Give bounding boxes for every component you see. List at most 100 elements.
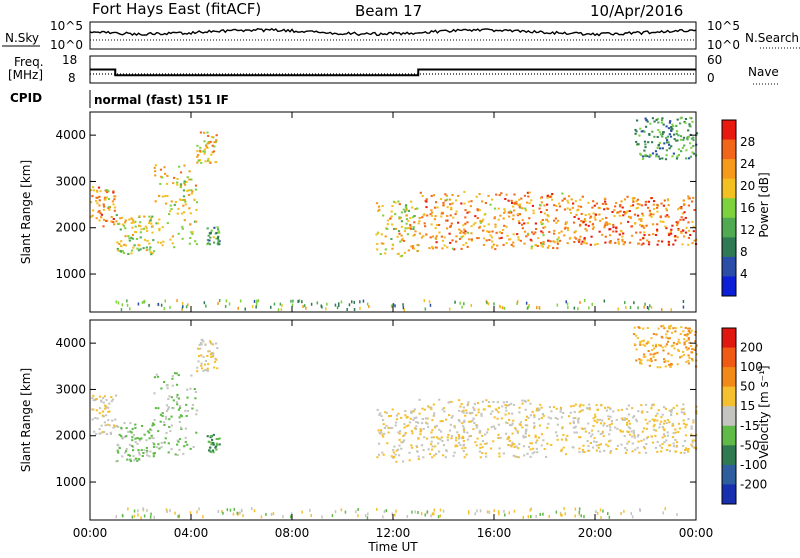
echo-cell: [642, 327, 645, 330]
echo-cell: [510, 199, 513, 202]
echo-cell: [183, 211, 186, 214]
echo-cell: [160, 303, 163, 307]
echo-cell: [579, 198, 582, 201]
echo-cell: [512, 245, 515, 248]
echo-cell: [526, 424, 529, 427]
echo-cell: [670, 232, 673, 235]
echo-cell: [656, 230, 659, 233]
echo-cell: [418, 220, 421, 223]
echo-cell: [506, 234, 509, 237]
echo-cell: [660, 335, 663, 338]
echo-cell: [391, 408, 394, 411]
echo-cell: [431, 448, 434, 451]
echo-cell: [542, 226, 545, 229]
echo-cell: [493, 207, 497, 210]
echo-cell: [517, 203, 520, 206]
echo-cell: [449, 203, 452, 206]
echo-cell: [213, 366, 216, 369]
echo-cell: [555, 510, 558, 514]
echo-cell: [476, 208, 479, 211]
echo-cell: [587, 422, 590, 425]
echo-cell: [552, 406, 556, 409]
echo-cell: [106, 189, 109, 192]
echo-cell: [668, 421, 671, 424]
echo-cell: [164, 437, 167, 440]
echo-cell: [640, 225, 643, 228]
echo-cell: [353, 308, 356, 311]
echo-cell: [422, 449, 425, 452]
echo-cell: [400, 239, 403, 242]
echo-cell: [411, 432, 414, 435]
echo-cell: [581, 195, 584, 198]
echo-cell: [501, 306, 504, 310]
echo-cell: [206, 142, 209, 145]
echo-cell: [178, 165, 181, 168]
echo-cell: [661, 133, 664, 136]
echo-cell: [459, 301, 461, 305]
echo-cell: [215, 438, 218, 440]
echo-cell: [682, 422, 685, 425]
echo-cell: [114, 425, 117, 428]
echo-cell: [397, 200, 400, 203]
echo-cell: [430, 514, 432, 518]
echo-cell: [583, 238, 586, 241]
echo-cell: [433, 508, 435, 512]
echo-cell: [636, 203, 639, 205]
echo-cell: [636, 337, 639, 340]
echo-cell: [280, 308, 283, 312]
echo-cell: [530, 247, 533, 250]
echo-cell: [678, 341, 681, 344]
echo-cell: [431, 211, 434, 214]
echo-cell: [130, 249, 134, 252]
echo-cell: [439, 514, 441, 518]
echo-cell: [669, 325, 672, 328]
echo-cell: [486, 230, 489, 233]
echo-cell: [674, 139, 678, 142]
echo-cell: [624, 451, 627, 454]
echo-cell: [683, 413, 686, 416]
echo-cell: [176, 299, 178, 303]
echo-cell: [325, 307, 327, 311]
echo-cell: [416, 450, 419, 453]
echo-cell: [596, 421, 599, 424]
echo-cell: [380, 242, 383, 245]
echo-cell: [233, 507, 235, 511]
echo-cell: [574, 507, 577, 511]
echo-cell: [94, 398, 97, 401]
echo-cell: [642, 339, 645, 342]
echo-cell: [536, 451, 539, 454]
echo-cell: [554, 416, 557, 419]
echo-cell: [686, 333, 689, 336]
echo-cell: [690, 329, 693, 332]
echo-cell: [174, 372, 177, 375]
echo-cell: [683, 440, 687, 442]
echo-cell: [449, 241, 452, 244]
echo-cell: [133, 509, 136, 513]
echo-cell: [123, 243, 126, 246]
echo-cell: [598, 213, 601, 216]
echo-cell: [671, 422, 674, 425]
echo-cell: [592, 212, 595, 215]
echo-cell: [430, 406, 433, 409]
echo-cell: [676, 139, 679, 142]
echo-cell: [665, 227, 668, 230]
echo-cell: [683, 203, 686, 206]
echo-cell: [421, 418, 424, 420]
echo-cell: [540, 221, 543, 224]
echo-cell: [651, 344, 654, 347]
echo-cell: [634, 132, 637, 135]
echo-cell: [644, 355, 647, 358]
echo-cell: [488, 510, 491, 514]
echo-cell: [668, 133, 671, 136]
echo-cell: [137, 302, 140, 306]
echo-cell: [127, 235, 130, 238]
echo-cell: [494, 225, 497, 228]
echo-cell: [513, 443, 516, 446]
echo-cell: [513, 509, 516, 513]
echo-cell: [648, 214, 651, 217]
echo-cell: [490, 236, 494, 239]
echo-cell: [188, 207, 191, 210]
echo-cell: [425, 233, 428, 236]
echo-cell: [425, 206, 428, 209]
echo-cell: [101, 410, 105, 413]
